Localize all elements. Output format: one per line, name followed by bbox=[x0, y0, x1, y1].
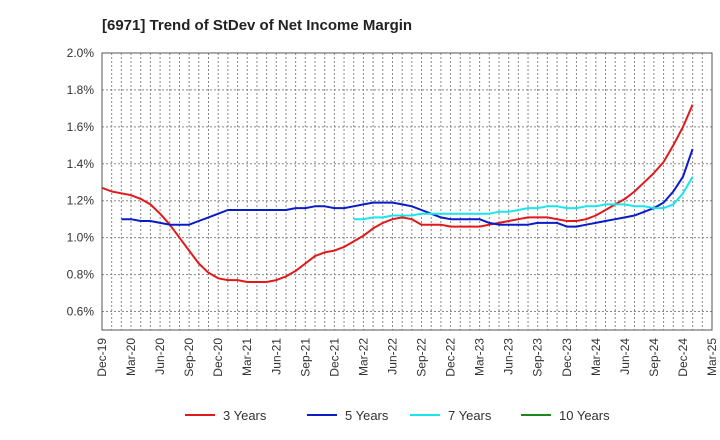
legend-label: 3 Years bbox=[223, 408, 267, 423]
series-lines bbox=[101, 104, 694, 283]
y-tick-label: 1.8% bbox=[67, 83, 95, 97]
x-axis-ticks: Dec-19 Mar-20 Jun-20 Sep-20 Dec-20 Mar-21 Jun-… bbox=[95, 338, 719, 377]
x-tick-label: Jun-24 bbox=[618, 338, 632, 375]
legend-item: 5 Years bbox=[307, 408, 389, 423]
x-tick-label: Dec-20 bbox=[211, 338, 225, 377]
y-tick-label: 1.0% bbox=[67, 231, 95, 245]
x-tick-label: Jun-20 bbox=[153, 338, 167, 375]
x-tick-label: Dec-19 bbox=[95, 338, 109, 377]
x-tick-label: Dec-24 bbox=[676, 338, 690, 377]
legend: 3 Years 5 Years 7 Years 10 Years bbox=[185, 408, 610, 423]
legend-item: 3 Years bbox=[185, 408, 267, 423]
legend-item: 7 Years bbox=[410, 408, 492, 423]
x-tick-label: Mar-25 bbox=[705, 338, 719, 376]
x-tick-label: Dec-21 bbox=[327, 338, 341, 377]
x-tick-label: Sep-21 bbox=[298, 338, 312, 377]
y-axis-ticks: 0.6% 0.8% 1.0% 1.2% 1.4% 1.6% 1.8% 2.0% bbox=[67, 46, 95, 319]
x-tick-label: Mar-21 bbox=[240, 338, 254, 376]
x-tick-label: Sep-20 bbox=[182, 338, 196, 377]
x-tick-label: Sep-22 bbox=[415, 338, 429, 377]
y-tick-label: 0.8% bbox=[67, 268, 95, 282]
x-tick-label: Mar-20 bbox=[124, 338, 138, 376]
x-tick-label: Dec-22 bbox=[444, 338, 458, 377]
x-tick-label: Jun-23 bbox=[502, 338, 516, 375]
y-tick-label: 1.6% bbox=[67, 120, 95, 134]
x-tick-label: Dec-23 bbox=[560, 338, 574, 377]
plot-frame bbox=[101, 52, 713, 331]
legend-label: 5 Years bbox=[345, 408, 389, 423]
grid bbox=[101, 52, 713, 330]
y-tick-label: 1.2% bbox=[67, 194, 95, 208]
series-line-3-years bbox=[101, 104, 694, 283]
series-line-7-years bbox=[353, 176, 694, 221]
chart-title: [6971] Trend of StDev of Net Income Marg… bbox=[102, 17, 412, 34]
y-tick-label: 0.6% bbox=[67, 305, 95, 319]
legend-item: 10 Years bbox=[521, 408, 610, 423]
legend-label: 7 Years bbox=[448, 408, 492, 423]
y-tick-label: 2.0% bbox=[67, 46, 95, 60]
x-tick-label: Mar-24 bbox=[589, 338, 603, 376]
x-tick-label: Jun-21 bbox=[269, 338, 283, 375]
x-tick-label: Jun-22 bbox=[385, 338, 399, 375]
y-tick-label: 1.4% bbox=[67, 157, 95, 171]
x-tick-label: Sep-23 bbox=[531, 338, 545, 377]
x-tick-label: Sep-24 bbox=[647, 338, 661, 377]
x-tick-label: Mar-23 bbox=[473, 338, 487, 376]
series-line-5-years bbox=[121, 148, 694, 228]
legend-label: 10 Years bbox=[559, 408, 610, 423]
x-tick-label: Mar-22 bbox=[356, 338, 370, 376]
